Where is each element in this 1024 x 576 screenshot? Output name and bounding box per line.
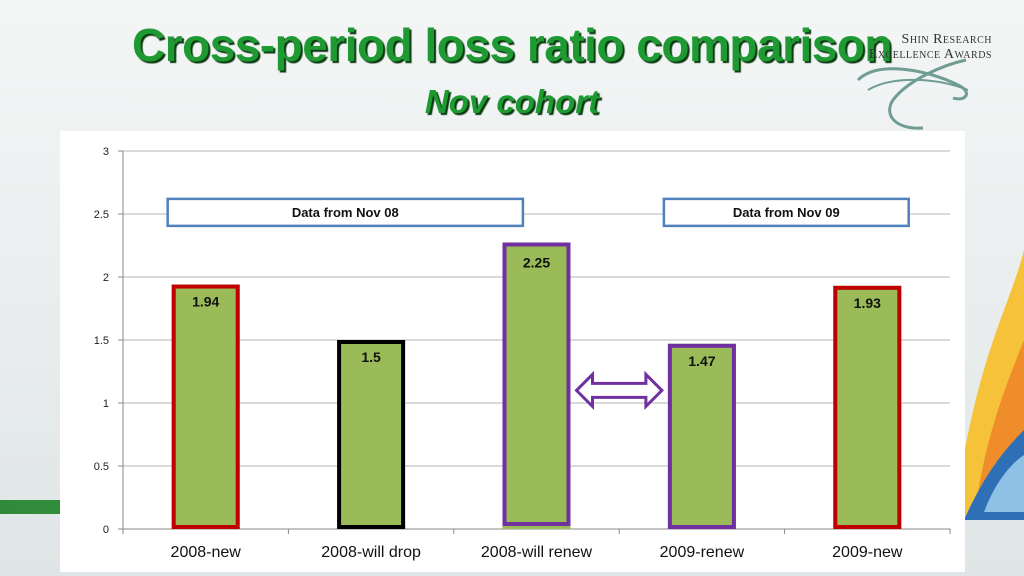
category-label: 2008-will renew <box>481 544 593 561</box>
double-arrow-icon <box>574 370 665 411</box>
data-label: 1.5 <box>361 349 381 365</box>
bar-chart: 0 0.5 1 1.5 2 2.5 3 1.94 2008-new 1.5 2008-will dr… <box>94 146 951 561</box>
bar-outline <box>337 340 406 529</box>
data-label: 2.25 <box>523 255 550 271</box>
bar <box>833 285 902 529</box>
bar <box>502 245 571 529</box>
bar <box>171 284 240 529</box>
y-tick-label: 2.5 <box>94 209 109 221</box>
y-tick-label: 3 <box>103 146 109 158</box>
bar-outline <box>667 343 736 529</box>
decorative-wave-graphic <box>954 250 1024 520</box>
bar-outline <box>833 285 902 529</box>
logo-text-line1: Shin Research <box>901 32 992 47</box>
category-label: 2009-new <box>832 544 903 561</box>
bar <box>667 343 736 529</box>
category-label: 2008-new <box>171 544 242 561</box>
category-label: 2008-will drop <box>321 544 421 561</box>
chart-panel: 0 0.5 1 1.5 2 2.5 3 1.94 2008-new 1.5 2008-will dr… <box>60 131 965 572</box>
y-tick-label: 0 <box>103 524 109 536</box>
logo-text-line2: Excellence Awards <box>868 47 992 62</box>
logo-swirl-icon <box>856 58 969 130</box>
y-tick-label: 0.5 <box>94 461 109 473</box>
data-label: 1.93 <box>854 295 881 311</box>
y-tick-label: 2 <box>103 272 109 284</box>
data-label: 1.94 <box>192 294 219 310</box>
y-tick-label: 1 <box>103 398 109 410</box>
bar-outline <box>171 284 240 529</box>
y-tick-label: 1.5 <box>94 335 109 347</box>
period-annotation-box <box>662 197 910 228</box>
slide-title: Cross-period loss ratio comparison <box>131 19 893 71</box>
bar <box>337 340 406 529</box>
period-annotation-label: Data from Nov 08 <box>292 205 399 220</box>
slide-subtitle: Nov cohort <box>424 83 600 120</box>
category-label: 2009-renew <box>660 544 745 561</box>
data-label: 1.47 <box>688 353 715 369</box>
period-annotation-label: Data from Nov 09 <box>733 205 840 220</box>
bar-outline <box>502 242 571 526</box>
period-annotation-box <box>166 197 525 228</box>
award-logo: Shin Research Excellence Awards <box>848 30 1018 140</box>
